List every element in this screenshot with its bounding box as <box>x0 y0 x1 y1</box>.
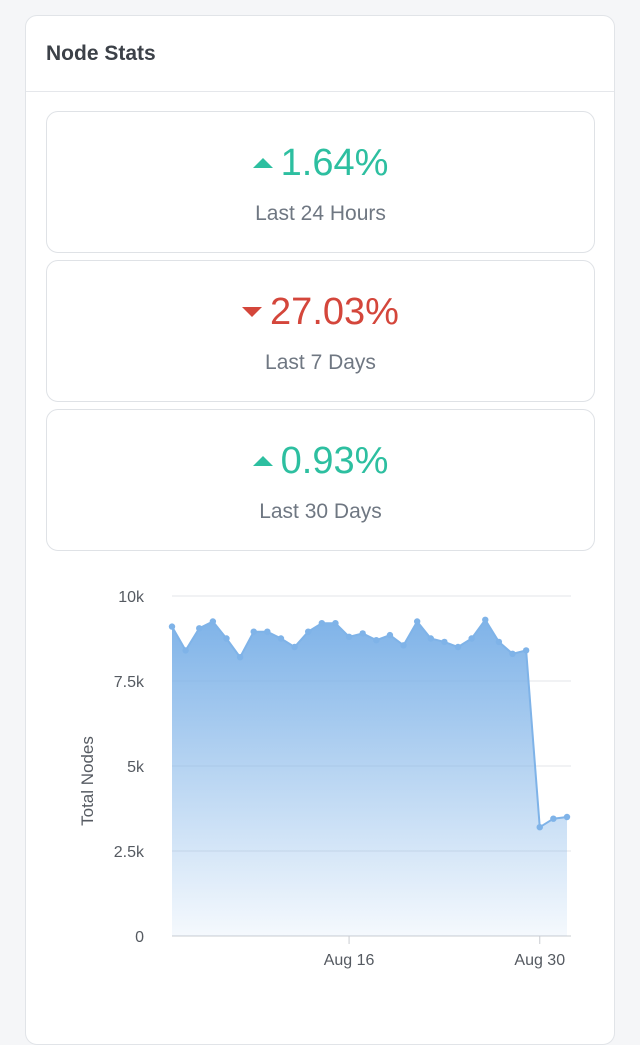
stat-value: 1.64% <box>280 142 389 184</box>
y-tick-label: 5k <box>127 759 145 776</box>
stat-label: Last 30 Days <box>259 500 382 523</box>
data-point <box>386 631 394 639</box>
data-point <box>250 628 257 635</box>
y-tick-label: 2.5k <box>114 844 145 861</box>
data-point <box>318 620 326 627</box>
total-nodes-chart: 0 2.5k 5k 7.5k 10k Aug 16 Aug 30 Total Nodes <box>78 589 571 969</box>
stat-box-30d: 0.93% Last 30 Days <box>46 409 595 551</box>
y-tick-label: 10k <box>118 589 145 606</box>
y-tick-label: 0 <box>135 929 144 946</box>
data-point <box>563 813 571 821</box>
data-point <box>277 635 285 642</box>
data-point <box>236 654 244 661</box>
stat-value-row: 27.03% <box>47 289 594 335</box>
stat-box-24h: 1.64% Last 24 Hours <box>46 111 595 253</box>
data-point <box>332 620 339 627</box>
data-point <box>482 616 489 623</box>
stat-box-7d: 27.03% Last 7 Days <box>46 260 595 402</box>
data-point <box>223 635 230 642</box>
data-point <box>373 637 380 644</box>
data-point <box>495 638 503 646</box>
chart-points <box>168 616 571 831</box>
stat-label: Last 7 Days <box>265 351 376 374</box>
x-tick-label: Aug 16 <box>324 952 375 969</box>
trend-up-icon <box>252 456 273 466</box>
data-point <box>522 647 530 654</box>
trend-down-icon <box>242 307 263 317</box>
data-point <box>413 618 421 625</box>
data-point <box>550 815 557 822</box>
stat-label: Last 24 Hours <box>255 202 386 225</box>
data-point <box>427 635 434 642</box>
data-point <box>264 628 271 635</box>
stat-value-row: 0.93% <box>47 438 594 484</box>
chart-area <box>171 618 568 936</box>
card-header: Node Stats <box>26 16 614 92</box>
stat-value-row: 1.64% <box>47 140 594 186</box>
data-point <box>509 650 516 657</box>
y-tick-label: 7.5k <box>114 674 145 691</box>
data-point <box>468 635 475 642</box>
data-point <box>305 628 312 635</box>
data-point <box>359 630 366 637</box>
x-tick-label: Aug 30 <box>514 952 565 969</box>
stat-value: 0.93% <box>280 440 389 482</box>
area-fill <box>172 619 567 936</box>
data-point <box>182 647 189 654</box>
data-point <box>345 633 353 640</box>
chart-axes: 0 2.5k 5k 7.5k 10k Aug 16 Aug 30 <box>114 589 565 969</box>
data-point <box>291 643 298 651</box>
data-point <box>454 643 462 651</box>
data-point <box>196 625 203 632</box>
data-point <box>400 642 407 649</box>
card-title: Node Stats <box>46 41 156 65</box>
stat-value: 27.03% <box>270 291 399 333</box>
y-axis-title: Total Nodes <box>78 736 97 826</box>
trend-up-icon <box>252 158 273 168</box>
data-point <box>441 638 448 646</box>
data-point <box>209 618 217 625</box>
node-stats-card: Node Stats 1.64% Last 24 Hours 27.03% La… <box>25 15 615 1045</box>
data-point <box>536 824 543 831</box>
data-point <box>168 623 176 630</box>
